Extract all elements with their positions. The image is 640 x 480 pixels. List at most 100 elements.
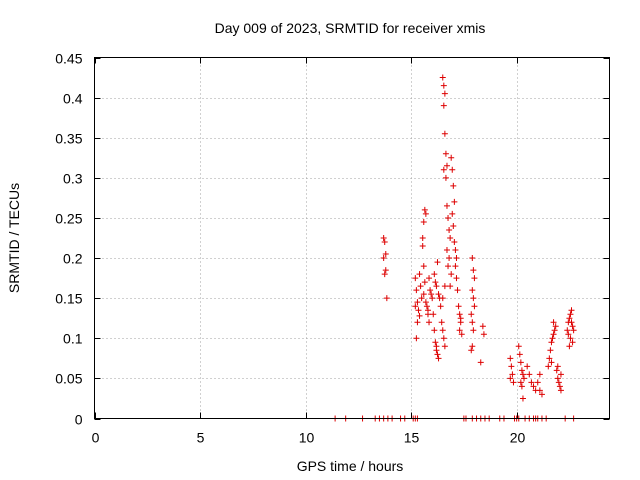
data-point <box>451 239 458 246</box>
data-point <box>515 343 522 350</box>
data-point <box>507 375 514 382</box>
data-point <box>445 214 452 221</box>
data-point <box>457 315 464 322</box>
data-point <box>440 82 447 89</box>
data-point <box>416 271 423 278</box>
data-point <box>480 331 487 338</box>
data-point <box>554 363 561 370</box>
data-point <box>553 367 560 374</box>
data-point <box>468 311 475 318</box>
data-point <box>555 379 562 386</box>
data-point <box>420 218 427 225</box>
data-point <box>526 371 533 378</box>
data-point <box>441 90 448 97</box>
y-tick-label: 0 <box>75 412 83 428</box>
data-point <box>442 150 449 157</box>
data-point <box>566 315 573 322</box>
data-point <box>536 371 543 378</box>
data-point <box>551 327 558 334</box>
data-point <box>443 202 450 209</box>
data-point <box>470 295 477 302</box>
data-point <box>412 275 419 282</box>
data-point <box>548 339 555 346</box>
data-point <box>449 166 456 173</box>
data-point <box>420 291 427 298</box>
marks-layer <box>332 74 577 422</box>
data-point <box>431 271 438 278</box>
data-point <box>550 319 557 326</box>
data-point <box>519 371 526 378</box>
data-point <box>508 363 515 370</box>
data-point <box>469 319 476 326</box>
data-point <box>455 303 462 310</box>
data-point <box>381 239 388 246</box>
data-point <box>448 271 455 278</box>
data-point <box>450 182 457 189</box>
data-point <box>422 299 429 306</box>
data-point <box>430 311 437 318</box>
data-point <box>557 371 564 378</box>
data-point <box>530 383 537 390</box>
data-point <box>470 267 477 274</box>
data-point <box>516 351 523 358</box>
data-point <box>469 287 476 294</box>
data-point <box>435 291 442 298</box>
x-tick-label: 15 <box>404 430 420 446</box>
y-tick-label: 0.05 <box>55 371 82 387</box>
x-tick-label: 5 <box>197 430 205 446</box>
data-point <box>433 283 440 290</box>
y-tick-label: 0.4 <box>63 91 83 107</box>
data-point <box>428 291 435 298</box>
data-point <box>443 247 450 254</box>
data-point <box>438 319 445 326</box>
data-point <box>440 335 447 342</box>
y-tick-label: 0.3 <box>63 171 83 187</box>
x-tick-label: 10 <box>299 430 315 446</box>
data-point <box>380 235 387 241</box>
data-point <box>440 166 447 173</box>
data-point <box>382 251 389 258</box>
data-point <box>568 307 575 314</box>
data-point <box>453 275 460 282</box>
data-point <box>416 312 423 319</box>
data-point <box>454 287 461 294</box>
data-point <box>524 363 531 370</box>
data-point <box>471 303 478 310</box>
data-point <box>449 210 456 217</box>
x-tick-label: 20 <box>510 430 526 446</box>
data-point <box>568 319 575 326</box>
data-point <box>521 375 528 382</box>
data-point <box>422 210 429 217</box>
data-point <box>439 74 446 81</box>
data-point <box>441 130 448 137</box>
data-point <box>448 154 455 161</box>
data-point <box>534 379 541 386</box>
y-tick-label: 0.45 <box>55 51 82 67</box>
data-point <box>569 323 576 330</box>
data-point <box>479 323 486 330</box>
x-axis-label: GPS time / hours <box>297 458 404 474</box>
data-point <box>381 271 388 278</box>
data-point <box>517 379 524 386</box>
data-point <box>429 295 436 302</box>
data-point <box>434 259 441 266</box>
data-point <box>469 255 476 262</box>
data-point <box>420 263 427 270</box>
data-point <box>538 391 545 398</box>
data-point <box>421 279 428 286</box>
data-point <box>550 331 557 338</box>
data-point <box>439 295 446 302</box>
data-point <box>510 379 517 386</box>
grid-layer <box>94 57 610 419</box>
data-point <box>442 174 449 181</box>
y-tick-label: 0.35 <box>55 131 82 147</box>
y-tick-label: 0.1 <box>63 331 83 347</box>
data-point <box>424 307 431 314</box>
data-point <box>458 331 465 338</box>
data-point <box>439 327 446 334</box>
data-point <box>518 367 525 374</box>
data-point <box>566 343 573 350</box>
data-point <box>382 267 389 274</box>
data-point <box>446 226 453 233</box>
